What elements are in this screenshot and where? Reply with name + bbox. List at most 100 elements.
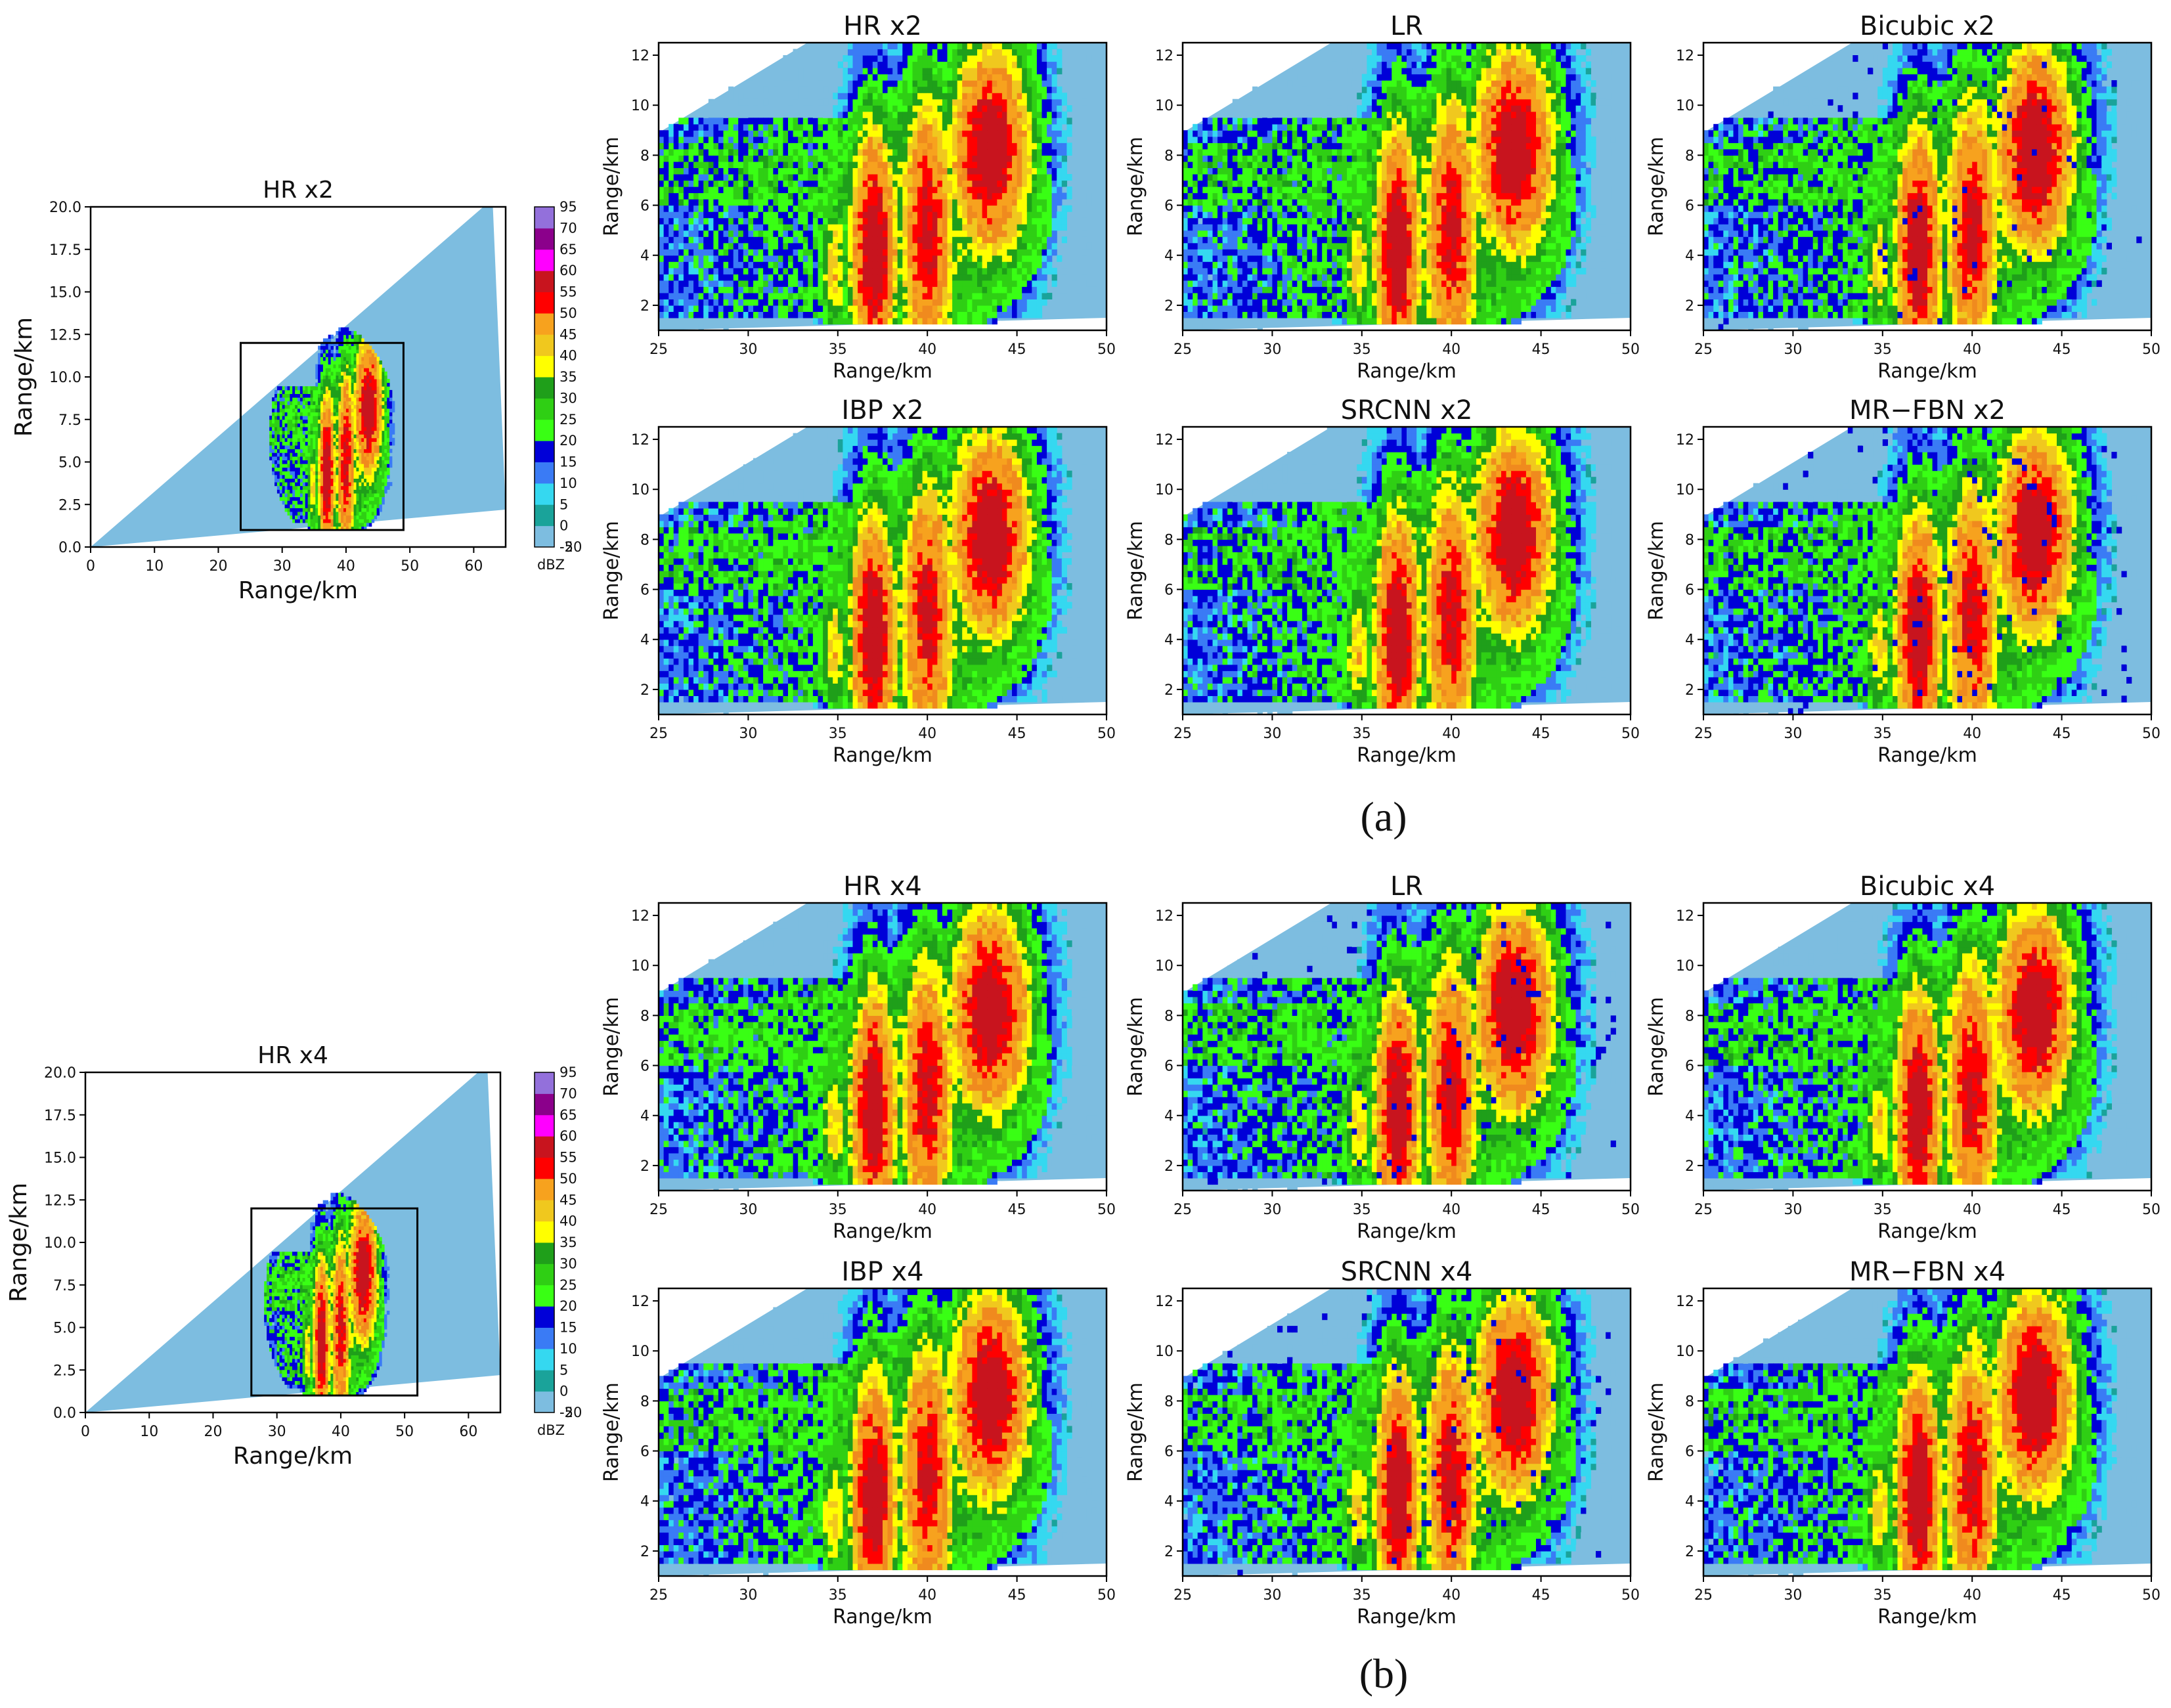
reflectivity-cell [374,464,378,468]
reflectivity-cell [315,500,318,505]
reflectivity-cell [833,280,839,287]
reflectivity-cell [718,142,724,150]
reflectivity-cell [783,236,789,244]
reflectivity-cell [872,299,878,306]
reflectivity-cell [353,504,357,508]
reflectivity-cell [802,280,808,287]
reflectivity-cell [328,452,332,457]
reflectivity-cell [361,500,364,505]
reflectivity-cell [341,386,344,391]
reflectivity-cell [823,86,829,93]
reflectivity-cell [827,217,833,225]
reflectivity-cell [328,489,332,494]
reflectivity-cell [307,500,311,505]
reflectivity-cell [343,419,347,424]
reflectivity-cell [315,489,318,494]
reflectivity-cell [892,242,898,250]
reflectivity-cell [295,464,298,468]
reflectivity-cell [336,423,339,427]
reflectivity-cell [967,230,973,237]
reflectivity-cell [917,236,923,244]
reflectivity-cell [982,318,988,325]
reflectivity-cell [823,174,829,181]
reflectivity-cell [313,460,316,464]
reflectivity-cell [379,441,382,446]
reflectivity-cell [753,255,759,262]
reflectivity-cell [276,386,280,391]
reflectivity-cell [1017,55,1022,62]
reflectivity-cell [376,452,380,457]
reflectivity-cell [823,192,829,200]
reflectivity-cell [728,280,734,287]
reflectivity-cell [912,148,918,156]
reflectivity-cell [798,192,804,200]
reflectivity-cell [708,123,714,131]
reflectivity-cell [877,286,883,294]
reflectivity-cell [313,515,316,519]
reflectivity-cell [723,136,729,143]
reflectivity-cell [837,230,843,237]
reflectivity-cell [307,493,311,498]
reflectivity-cell [1017,186,1022,194]
reflectivity-cell [957,292,963,299]
reflectivity-cell [798,299,804,306]
reflectivity-cell [723,118,729,125]
reflectivity-cell [967,211,973,219]
reflectivity-cell [843,286,848,294]
reflectivity-cell [295,456,298,460]
reflectivity-cell [343,416,347,420]
reflectivity-cell [688,217,694,225]
reflectivity-cell [376,489,380,494]
reflectivity-cell [987,274,993,281]
reflectivity-cell [693,211,699,219]
reflectivity-cell [368,485,372,490]
reflectivity-cell [937,180,943,187]
reflectivity-cell [284,449,288,453]
reflectivity-cell [382,423,385,427]
reflectivity-cell [366,382,370,387]
colorbar-level-label: 20 [559,433,577,449]
reflectivity-cell [320,452,324,457]
reflectivity-cell [708,99,714,106]
reflectivity-cell [345,482,349,487]
reflectivity-cell [892,148,898,156]
reflectivity-cell [877,311,883,318]
reflectivity-cell [738,199,744,206]
reflectivity-cell [977,292,983,299]
reflectivity-cell [330,441,334,446]
reflectivity-cell [297,482,301,487]
reflectivity-cell [359,456,362,460]
reflectivity-cell [356,379,359,383]
reflectivity-cell [773,292,779,299]
reflectivity-cell [366,471,370,475]
reflectivity-cell [743,230,749,237]
reflectivity-cell [353,357,357,361]
reflectivity-cell [718,118,724,125]
reflectivity-cell [788,217,794,225]
reflectivity-cell [359,478,362,483]
reflectivity-cell [292,464,296,468]
reflectivity-cell [282,416,286,420]
reflectivity-cell [376,474,380,479]
reflectivity-cell [282,419,286,424]
reflectivity-cell [379,474,382,479]
reflectivity-cell [818,292,823,299]
reflectivity-cell [299,482,303,487]
reflectivity-cell [683,292,690,299]
reflectivity-cell [330,504,334,508]
reflectivity-cell [379,485,382,490]
reflectivity-cell [330,368,334,372]
reflectivity-cell [957,136,963,143]
reflectivity-cell [673,142,679,150]
reflectivity-cell [917,267,923,274]
reflectivity-cell [852,111,858,118]
reflectivity-cell [279,389,283,394]
reflectivity-cell [302,485,306,490]
reflectivity-cell [912,192,918,200]
reflectivity-cell [366,434,370,439]
reflectivity-cell [812,174,819,181]
reflectivity-cell [867,74,873,81]
reflectivity-cell [1012,286,1018,294]
y-tick-label: 10.0 [49,370,81,386]
reflectivity-cell [353,449,357,453]
